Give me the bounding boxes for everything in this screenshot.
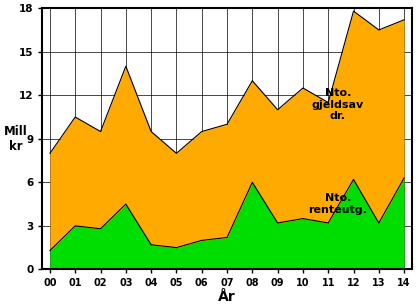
Y-axis label: Mill
kr: Mill kr <box>4 125 28 153</box>
Text: Nto.
renteutg.: Nto. renteutg. <box>308 193 367 215</box>
X-axis label: År: År <box>218 290 236 304</box>
Text: Nto.
gjeldsav
dr.: Nto. gjeldsav dr. <box>312 88 364 121</box>
